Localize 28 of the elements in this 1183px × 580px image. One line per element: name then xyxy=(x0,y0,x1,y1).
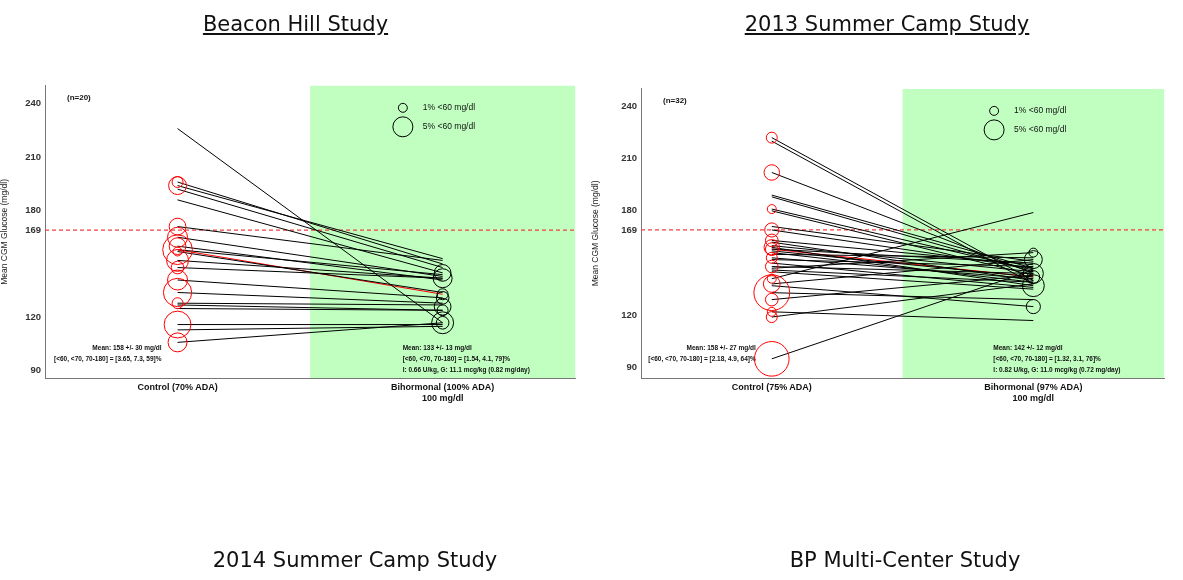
x-tick-label: Bihormonal (100% ADA) 100 mg/dl xyxy=(391,381,495,403)
legend-label: 1% <60 mg/dl xyxy=(1014,105,1067,116)
y-tick-label: 169 xyxy=(25,223,41,235)
x-tick-label: Bihormonal (97% ADA) 100 mg/dl xyxy=(984,381,1083,403)
chart-title: 2013 Summer Camp Study xyxy=(743,12,1031,36)
y-tick-label: 90 xyxy=(30,364,41,376)
text: 2014 Summer Camp Study xyxy=(211,548,499,572)
x-tick-label: Control (70% ADA) xyxy=(137,381,218,392)
text: BP Multi-Center Study xyxy=(788,548,1022,572)
y-axis-title: Mean CGM Glucose (mg/dl) xyxy=(590,180,601,287)
y-tick-label: 180 xyxy=(621,204,637,216)
y-tick-label: 210 xyxy=(25,150,41,162)
annotation: (n=20) xyxy=(67,93,92,103)
y-tick-label: 169 xyxy=(621,223,637,235)
y-tick-label: 210 xyxy=(621,152,637,164)
y-tick-label: 240 xyxy=(25,97,41,109)
y-tick-label: 120 xyxy=(25,311,41,323)
chart-title: Beacon Hill Study xyxy=(201,12,390,36)
legend-label: 1% <60 mg/dl xyxy=(422,102,476,113)
y-tick-label: 120 xyxy=(621,308,637,320)
y-axis-title: Mean CGM Glucose (mg/dl) xyxy=(0,178,10,285)
legend-label: 5% <60 mg/dl xyxy=(1014,124,1067,135)
y-tick-label: 180 xyxy=(25,204,41,216)
legend-label: 5% <60 mg/dl xyxy=(422,121,476,132)
annotation: (n=32) xyxy=(663,96,688,106)
y-tick-label: 90 xyxy=(626,361,637,373)
y-tick-label: 240 xyxy=(621,99,637,111)
x-tick-label: Control (75% ADA) xyxy=(731,381,812,392)
